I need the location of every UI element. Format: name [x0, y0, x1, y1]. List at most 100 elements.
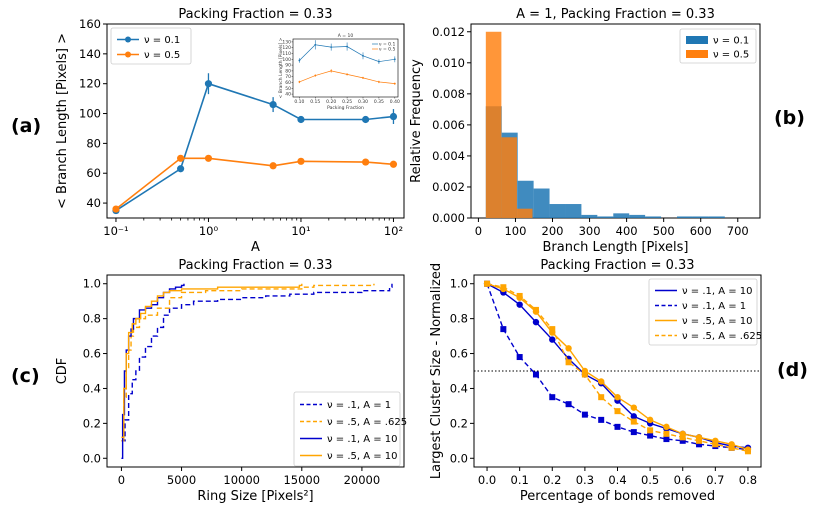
chart-title: Packing Fraction = 0.33: [178, 258, 332, 273]
data-point: [630, 404, 638, 411]
inset-x-tick-label: 0.40: [390, 99, 400, 105]
data-point: [297, 115, 305, 124]
inset-y-tick-label: 100: [282, 57, 291, 63]
y-tick-label: 40: [86, 196, 101, 210]
hist-bar: [501, 137, 517, 218]
y-tick-label: 0.4: [450, 381, 468, 395]
inset-point: [393, 82, 396, 85]
legend-marker: [125, 51, 131, 58]
x-tick-label: 10¹: [291, 224, 310, 238]
x-tick-label: 15000: [283, 473, 320, 487]
x-axis-label: Percentage of bonds removed: [520, 489, 715, 504]
legend-label: ν = 0.1: [144, 35, 180, 46]
x-tick-label: 0.3: [576, 473, 594, 487]
plot-frame: [106, 274, 405, 468]
cdf-line-0: [121, 283, 393, 442]
inset-legend-label: ν = 0.5: [379, 47, 395, 53]
data-point: [744, 448, 751, 455]
x-tick-label: 10²: [384, 224, 403, 238]
x-tick-label: 0.6: [674, 473, 692, 487]
x-tick-label: 0: [118, 473, 125, 487]
inset-y-tick-label: 70: [285, 74, 291, 80]
y-tick-label: 160: [79, 17, 101, 31]
data-point: [630, 429, 637, 436]
data-point: [679, 437, 686, 444]
inset-x-tick-label: 0.20: [326, 99, 336, 105]
chart-b: 0 100 200 300 400 500 600 700 0.000 0.002 0.004 0.0…: [409, 7, 761, 255]
inset-point: [362, 76, 364, 79]
chart-c: 0 5000 10000 15000 20000 0.0 0.2 0.4 0.6 0.8 1.0 Pa…: [55, 258, 407, 504]
data-point: [663, 423, 670, 431]
data-point: [565, 401, 572, 408]
y-tick-label: 60: [86, 166, 101, 180]
data-point: [204, 80, 213, 88]
inset-point: [378, 60, 380, 63]
data-point: [565, 359, 572, 366]
legend-patch: [686, 50, 708, 58]
inset-point: [298, 59, 301, 62]
legend-label: ν = .5, A = .625: [682, 331, 762, 342]
y-tick-label: 1.0: [450, 277, 468, 291]
data-point: [269, 162, 277, 170]
data-point: [614, 423, 621, 430]
data-point: [177, 165, 185, 173]
inset-point: [378, 81, 380, 83]
x-tick-label: 0.8: [739, 473, 757, 487]
hist-bar: [581, 214, 598, 218]
y-tick-label: 0.000: [432, 211, 465, 225]
data-point: [696, 437, 703, 444]
inset-point: [346, 45, 348, 48]
chart-a: 10⁻¹ 10⁰ 10¹ 10² 40 60 80 100 120 140 160 Packing F…: [55, 7, 405, 255]
cdf-line-3: [121, 283, 303, 439]
legend-label: ν = 0.1: [713, 36, 749, 47]
x-axis-label: A: [251, 240, 260, 255]
y-tick-label: 0.012: [432, 25, 465, 39]
hist-bar: [549, 204, 566, 218]
inset-frame: [292, 38, 399, 98]
y-axis-label: Largest Cluster Size - Normalized: [429, 263, 444, 479]
hist-bar: [516, 208, 533, 218]
inset-title: A = 10: [338, 33, 354, 39]
hist-bar: [692, 216, 709, 218]
legend-label: ν = 0.5: [713, 50, 749, 61]
legend-label: ν = .5, A = .625: [327, 417, 407, 428]
y-tick-label: 120: [79, 77, 101, 91]
inset-x-tick-label: 0.35: [374, 99, 384, 105]
y-tick-label: 0.010: [432, 56, 465, 70]
data-point: [598, 416, 605, 423]
inset-y-tick-label: 90: [285, 63, 291, 69]
chart-title: Packing Fraction = 0.33: [540, 258, 694, 273]
y-tick-label: 80: [86, 136, 101, 150]
x-tick-label: 10⁰: [199, 224, 219, 238]
y-tick-label: 100: [79, 107, 101, 121]
y-tick-label: 0.004: [432, 149, 465, 163]
data-point: [614, 393, 621, 401]
legend-marker: [125, 36, 131, 43]
y-tick-label: 1.0: [83, 277, 101, 291]
data-point: [389, 160, 398, 168]
x-tick-label: 0.7: [706, 473, 724, 487]
panel-label-b: (b): [774, 107, 805, 129]
chart-d: 0.0 0.1 0.2 0.3 0.4 0.5 0.6 0.7 0.8 0.0 0.2 0.4 0.6 0…: [429, 258, 762, 504]
legend-label: ν = .1, A = 1: [327, 400, 391, 411]
data-point: [581, 411, 588, 418]
data-point: [581, 371, 588, 378]
data-point: [362, 158, 370, 166]
x-tick-label: 10000: [223, 473, 260, 487]
legend-label: ν = .1, A = 10: [682, 286, 753, 297]
legend-label: ν = .1, A = 1: [682, 301, 746, 312]
x-tick-label: 700: [727, 224, 749, 238]
x-tick-label: 500: [653, 224, 675, 238]
data-point: [728, 444, 735, 451]
inset-y-tick-label: 40: [285, 92, 291, 98]
legend-box: [648, 278, 758, 346]
data-point: [630, 418, 637, 425]
data-point: [516, 301, 523, 308]
x-tick-label: 0.5: [641, 473, 659, 487]
data-point: [647, 432, 654, 439]
data-point: [549, 326, 556, 333]
y-tick-label: 0.4: [83, 381, 101, 395]
data-point: [597, 378, 605, 385]
data-point: [484, 280, 491, 287]
inset-point: [362, 54, 364, 57]
